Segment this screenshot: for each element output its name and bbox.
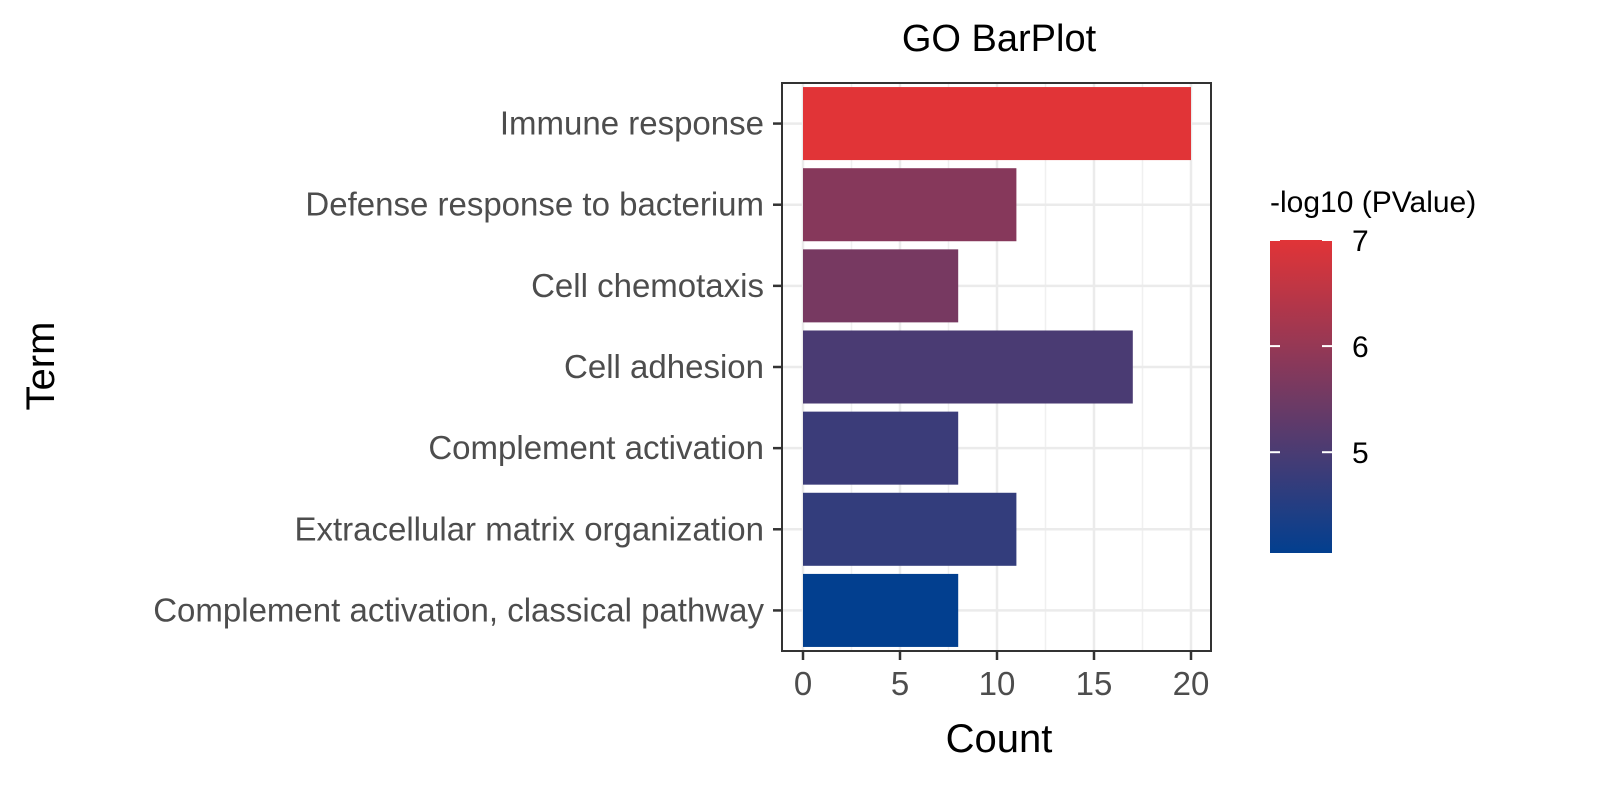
y-tick-label: Cell adhesion [564,348,764,385]
y-tick-label: Cell chemotaxis [531,267,764,304]
legend-tick-label: 7 [1352,225,1369,258]
bar-extracellular-matrix-organization [803,492,1017,566]
bar-complement-activation-classical-pathway [803,573,959,647]
x-tick-label: 20 [1173,665,1210,702]
legend-ticks: 5 6 7 [1270,225,1369,470]
bar-cell-adhesion [803,330,1133,404]
bar-defense-response-to-bacterium [803,168,1017,242]
x-tick-label: 10 [979,665,1016,702]
x-tick-label: 15 [1076,665,1113,702]
y-axis-title: Term [19,322,63,411]
legend-title: -log10 (PValue) [1270,186,1476,219]
legend-colorbar [1270,240,1332,553]
y-tick-label: Complement activation, classical pathway [153,591,764,628]
color-legend: -log10 (PValue) 5 6 7 [1270,186,1476,553]
x-axis: 0 5 10 15 20 [794,651,1210,702]
bar-immune-response [803,87,1191,161]
x-tick-label: 5 [891,665,909,702]
bar-cell-chemotaxis [803,249,959,323]
chart-title: GO BarPlot [902,18,1097,60]
legend-tick-label: 6 [1352,331,1369,364]
y-tick-label: Immune response [500,105,764,142]
bar-complement-activation [803,411,959,485]
y-tick-label: Extracellular matrix organization [294,510,764,547]
y-tick-label: Complement activation [428,429,764,466]
x-axis-title: Count [946,717,1053,761]
y-tick-label: Defense response to bacterium [305,186,764,223]
plot-panel [781,82,1212,652]
y-axis: Immune response Defense response to bacte… [153,105,782,628]
x-tick-label: 0 [794,665,812,702]
legend-tick-label: 5 [1352,437,1369,470]
